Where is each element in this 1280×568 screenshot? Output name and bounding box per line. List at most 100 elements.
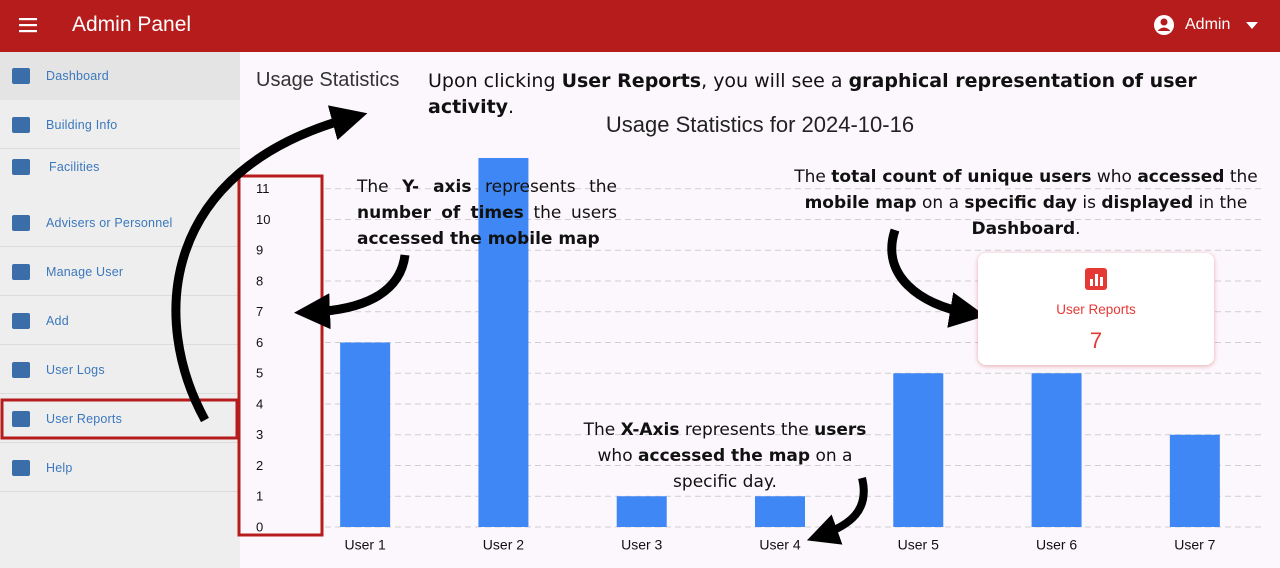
arrow	[806, 477, 868, 545]
nav-label: User Reports	[46, 412, 123, 426]
annotation-text: accessed	[1137, 167, 1225, 187]
y-tick-label: 10	[256, 212, 270, 227]
x-tick-label: User 3	[621, 537, 662, 553]
y-tick-label: 3	[256, 427, 263, 442]
nav-label: User Logs	[46, 363, 105, 377]
annotation-text: X-Axis	[620, 420, 680, 440]
bar	[478, 158, 529, 527]
annotation-text: specific day	[964, 193, 1077, 213]
annotation-text: number of times	[357, 203, 524, 223]
arrow	[887, 228, 986, 328]
card-value: 7	[1089, 328, 1103, 353]
annotation-text: the	[1224, 167, 1258, 187]
annotation-text: displayed	[1101, 193, 1194, 213]
nav-item[interactable]: User Logs	[0, 346, 240, 394]
y-tick-label: 11	[256, 181, 270, 196]
dropdown-caret[interactable]	[1245, 21, 1259, 31]
annotation-text: accessed the mobile map	[357, 229, 600, 249]
annotation-text: .	[1075, 219, 1081, 239]
nav-item[interactable]: Dashboard	[0, 52, 240, 100]
sidebar: Dashboard Building Info Facilities Advisers…	[0, 52, 240, 568]
annotation-text: Dashboard	[971, 219, 1076, 239]
page-heading: Usage Statistics	[256, 69, 400, 91]
annotation-text: Y- axis	[402, 177, 472, 197]
annotation: Upon clicking User Reports, you will see…	[428, 68, 1280, 120]
y-tick-label: 2	[256, 458, 263, 473]
annotation-text: The	[794, 167, 832, 187]
nav-item[interactable]: User Reports	[0, 395, 240, 443]
nav-icon	[12, 362, 30, 378]
annotation-text: The	[357, 177, 403, 197]
x-tick-label: User 4	[759, 537, 800, 553]
x-tick-label: User 2	[483, 537, 524, 553]
y-tick-label: 5	[256, 366, 263, 381]
x-tick-label: User 1	[345, 537, 386, 553]
annotation-text: User Reports	[561, 70, 702, 92]
bar	[755, 496, 805, 527]
annotation: The Y- axis represents the number of tim…	[357, 174, 617, 252]
annotation-text: represents the	[679, 420, 815, 440]
card-icon	[1085, 268, 1107, 290]
annotation-text: The	[583, 420, 621, 440]
app-bar: Admin Panel Admin	[0, 0, 1280, 52]
user-menu[interactable]: Admin	[1185, 16, 1231, 33]
nav-icon	[12, 215, 30, 231]
nav-item[interactable]: Help	[0, 444, 240, 492]
y-tick-label: 8	[256, 273, 263, 288]
annotation-text: who	[1091, 167, 1138, 187]
menu-highlight	[0, 398, 239, 440]
annotation: The X-Axis represents the users who acce…	[572, 417, 878, 495]
x-tick-label: User 5	[898, 537, 939, 553]
arrow	[171, 105, 368, 423]
nav-label: Help	[46, 461, 73, 475]
x-tick-label: User 6	[1036, 537, 1077, 553]
y-tick-label: 6	[256, 335, 263, 350]
annotation-text: the users	[523, 203, 617, 223]
annotation-text: total count of unique users	[831, 167, 1092, 187]
y-tick-label: 7	[256, 304, 263, 319]
arrow	[294, 254, 410, 330]
bar	[893, 373, 944, 527]
card-label: User Reports	[1056, 302, 1136, 317]
y-tick-label: 1	[256, 489, 263, 504]
nav-label: Building Info	[46, 118, 118, 132]
nav-icon	[12, 460, 30, 476]
nav-item[interactable]: Building Info	[0, 101, 240, 149]
nav-icon	[12, 117, 30, 133]
bar	[340, 342, 391, 527]
nav-label: Facilities	[49, 160, 100, 174]
account-icon[interactable]	[1152, 13, 1176, 37]
nav-icon	[12, 159, 30, 175]
nav-item[interactable]: Add	[0, 297, 240, 345]
nav-label: Advisers or Personnel	[46, 216, 173, 230]
annotation-text: .	[508, 96, 515, 118]
annotation-text: accessed the map	[638, 446, 811, 466]
y-tick-label: 0	[256, 519, 263, 534]
nav-item[interactable]: Manage User	[0, 248, 240, 296]
annotation: The total count of unique users who acce…	[790, 164, 1262, 242]
nav-label: Dashboard	[46, 69, 109, 83]
y-axis-highlight	[237, 174, 324, 537]
annotation-text: mobile map	[804, 193, 917, 213]
chart-title: Usage Statistics for 2024-10-16	[606, 112, 914, 137]
annotation-text: in the	[1193, 193, 1248, 213]
x-tick-label: User 7	[1174, 537, 1215, 553]
nav-item[interactable]: Advisers or Personnel	[0, 199, 240, 247]
annotation-text: on a	[916, 193, 965, 213]
annotation-text: on a specific day.	[673, 446, 853, 492]
nav-item[interactable]: Facilities	[0, 143, 240, 191]
annotation-text: , you will see a	[701, 70, 849, 92]
annotation-text: Upon clicking	[428, 70, 562, 92]
y-tick-label: 9	[256, 243, 263, 258]
stat-card[interactable]: User Reports 7	[978, 253, 1214, 365]
nav-label: Add	[46, 314, 69, 328]
annotation-text: users	[814, 420, 867, 440]
menu-button[interactable]	[17, 13, 41, 37]
app-title: Admin Panel	[72, 13, 192, 36]
nav-icon	[12, 313, 30, 329]
nav-label: Manage User	[46, 265, 124, 279]
nav-icon	[12, 264, 30, 280]
annotation-text: who	[597, 446, 639, 466]
